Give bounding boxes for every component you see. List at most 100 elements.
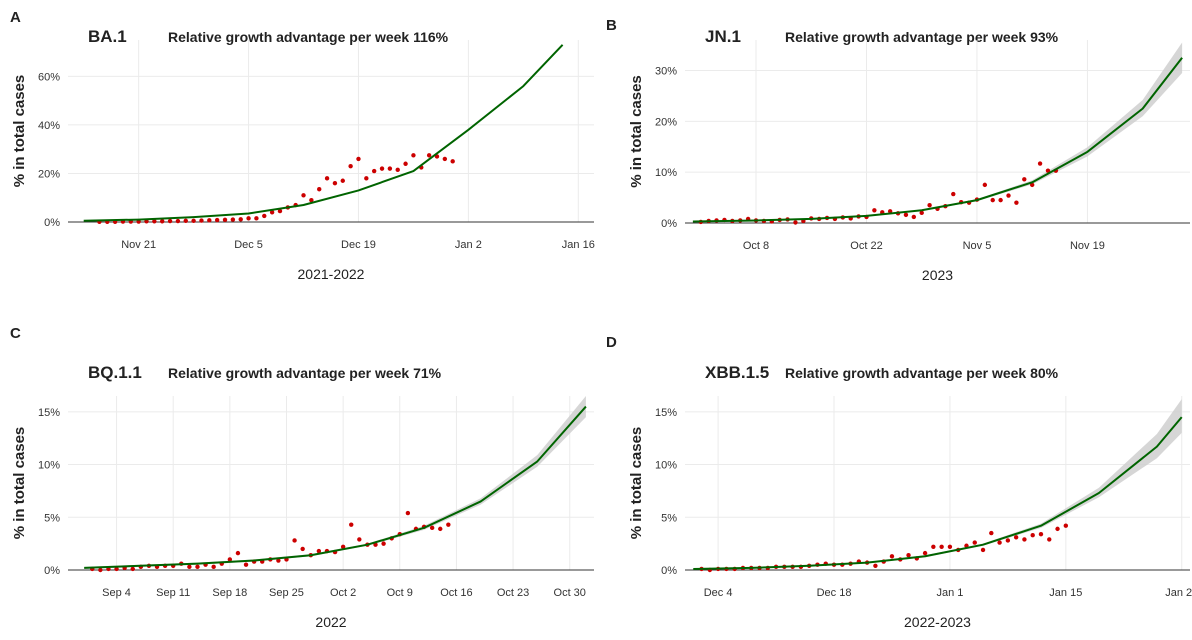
y-tick-label: 15% bbox=[38, 407, 60, 419]
data-point bbox=[332, 180, 338, 186]
x-axis-title: 2023 bbox=[922, 267, 953, 283]
data-point bbox=[1014, 200, 1019, 205]
data-point bbox=[403, 161, 408, 166]
data-point bbox=[301, 193, 306, 198]
x-tick-label: Dec 4 bbox=[704, 587, 733, 599]
data-point bbox=[951, 191, 956, 197]
data-point bbox=[1022, 177, 1027, 182]
data-point bbox=[931, 544, 936, 549]
data-point bbox=[340, 544, 346, 549]
data-point bbox=[227, 557, 233, 562]
x-tick-label: Nov 5 bbox=[963, 240, 992, 252]
y-tick-label: 10% bbox=[655, 460, 677, 472]
x-axis-title: 2022 bbox=[315, 614, 346, 630]
data-point bbox=[187, 564, 192, 570]
data-point bbox=[114, 566, 119, 572]
data-point bbox=[889, 554, 895, 559]
data-point bbox=[1022, 537, 1027, 542]
data-point bbox=[1006, 193, 1011, 198]
data-point bbox=[371, 168, 377, 174]
data-point bbox=[152, 219, 157, 224]
data-point bbox=[160, 219, 165, 224]
panel: B JN.1 Relative growth advantage per week … bbox=[606, 17, 1190, 283]
data-point bbox=[387, 166, 393, 171]
data-point bbox=[207, 218, 212, 223]
data-point bbox=[998, 197, 1003, 203]
data-point bbox=[195, 564, 200, 570]
x-tick-label: Oct 22 bbox=[850, 240, 882, 252]
panel: A BA.1 Relative growth advantage per week … bbox=[10, 9, 595, 282]
data-point bbox=[405, 510, 411, 516]
data-point bbox=[442, 156, 448, 162]
data-point bbox=[1005, 538, 1011, 543]
data-point bbox=[872, 208, 877, 213]
data-point bbox=[903, 212, 909, 218]
x-tick-label: Oct 16 bbox=[440, 587, 472, 599]
x-tick-label: Oct 8 bbox=[743, 240, 769, 252]
y-tick-label: 0% bbox=[44, 217, 60, 229]
y-axis-title: % in total cases bbox=[11, 75, 28, 188]
panel: D XBB.1.5 Relative growth advantage per we… bbox=[606, 334, 1192, 630]
x-tick-label: Sep 18 bbox=[212, 587, 247, 599]
data-point bbox=[191, 218, 196, 223]
data-point bbox=[348, 163, 353, 169]
data-point bbox=[381, 541, 386, 546]
x-tick-label: Nov 19 bbox=[1070, 240, 1105, 252]
data-point bbox=[235, 550, 241, 556]
y-tick-label: 0% bbox=[661, 218, 677, 230]
y-tick-label: 10% bbox=[655, 167, 677, 179]
y-tick-label: 0% bbox=[44, 565, 60, 577]
data-point bbox=[357, 537, 362, 542]
data-point bbox=[364, 176, 369, 181]
data-point bbox=[246, 216, 251, 221]
data-point bbox=[1045, 168, 1051, 173]
data-point bbox=[1013, 535, 1019, 540]
data-point bbox=[211, 564, 216, 570]
x-tick-label: Dec 19 bbox=[341, 239, 376, 251]
data-point bbox=[254, 216, 259, 221]
y-tick-label: 5% bbox=[44, 512, 60, 524]
y-axis-title: % in total cases bbox=[628, 427, 645, 540]
y-tick-label: 20% bbox=[38, 168, 60, 180]
fit-line bbox=[83, 44, 564, 222]
y-tick-label: 40% bbox=[38, 120, 60, 132]
x-tick-label: Sep 4 bbox=[102, 587, 131, 599]
data-point bbox=[990, 197, 995, 203]
chart-title: Relative growth advantage per week 116% bbox=[168, 29, 449, 45]
data-point bbox=[230, 217, 236, 222]
data-point bbox=[349, 522, 354, 527]
x-tick-label: Jan 16 bbox=[562, 239, 595, 251]
data-point bbox=[395, 167, 400, 173]
y-tick-label: 10% bbox=[38, 460, 60, 472]
data-point bbox=[906, 553, 911, 558]
data-point bbox=[292, 538, 297, 543]
data-point bbox=[426, 153, 432, 158]
data-point bbox=[356, 156, 361, 162]
data-point bbox=[379, 166, 385, 171]
data-point bbox=[1030, 533, 1035, 538]
variant-name: XBB.1.5 bbox=[705, 363, 769, 382]
data-point bbox=[340, 178, 345, 183]
y-tick-label: 60% bbox=[38, 71, 60, 83]
data-point bbox=[316, 548, 322, 554]
data-point bbox=[277, 208, 283, 214]
data-point bbox=[1047, 537, 1052, 542]
data-point bbox=[269, 210, 275, 215]
chart-title: Relative growth advantage per week 71% bbox=[168, 365, 442, 381]
data-point bbox=[438, 526, 443, 532]
data-point bbox=[947, 544, 953, 549]
data-point bbox=[911, 214, 917, 220]
x-axis-title: 2022-2023 bbox=[904, 614, 971, 630]
variant-name: BA.1 bbox=[88, 27, 127, 46]
fit-line bbox=[693, 416, 1183, 570]
data-point bbox=[450, 159, 455, 164]
data-point bbox=[982, 182, 988, 188]
data-point bbox=[317, 187, 322, 192]
x-tick-label: Oct 23 bbox=[497, 587, 529, 599]
data-point bbox=[222, 217, 228, 223]
data-point bbox=[922, 550, 928, 556]
data-point bbox=[939, 544, 944, 549]
variant-name: JN.1 bbox=[705, 27, 741, 46]
data-point bbox=[919, 210, 924, 216]
